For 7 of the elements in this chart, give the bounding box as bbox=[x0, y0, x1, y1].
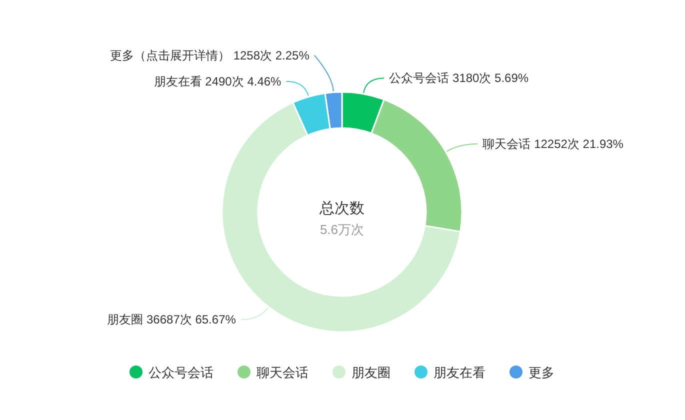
legend-label: 更多 bbox=[528, 365, 554, 380]
legend-label: 朋友在看 bbox=[434, 365, 486, 380]
legend-label: 公众号会话 bbox=[148, 365, 214, 380]
subtitle: 5.6万次 bbox=[320, 222, 364, 237]
title: 总次数 bbox=[320, 200, 364, 217]
legend-label: 朋友圈 bbox=[352, 365, 390, 380]
legend-label: 聊天会话 bbox=[256, 365, 308, 380]
